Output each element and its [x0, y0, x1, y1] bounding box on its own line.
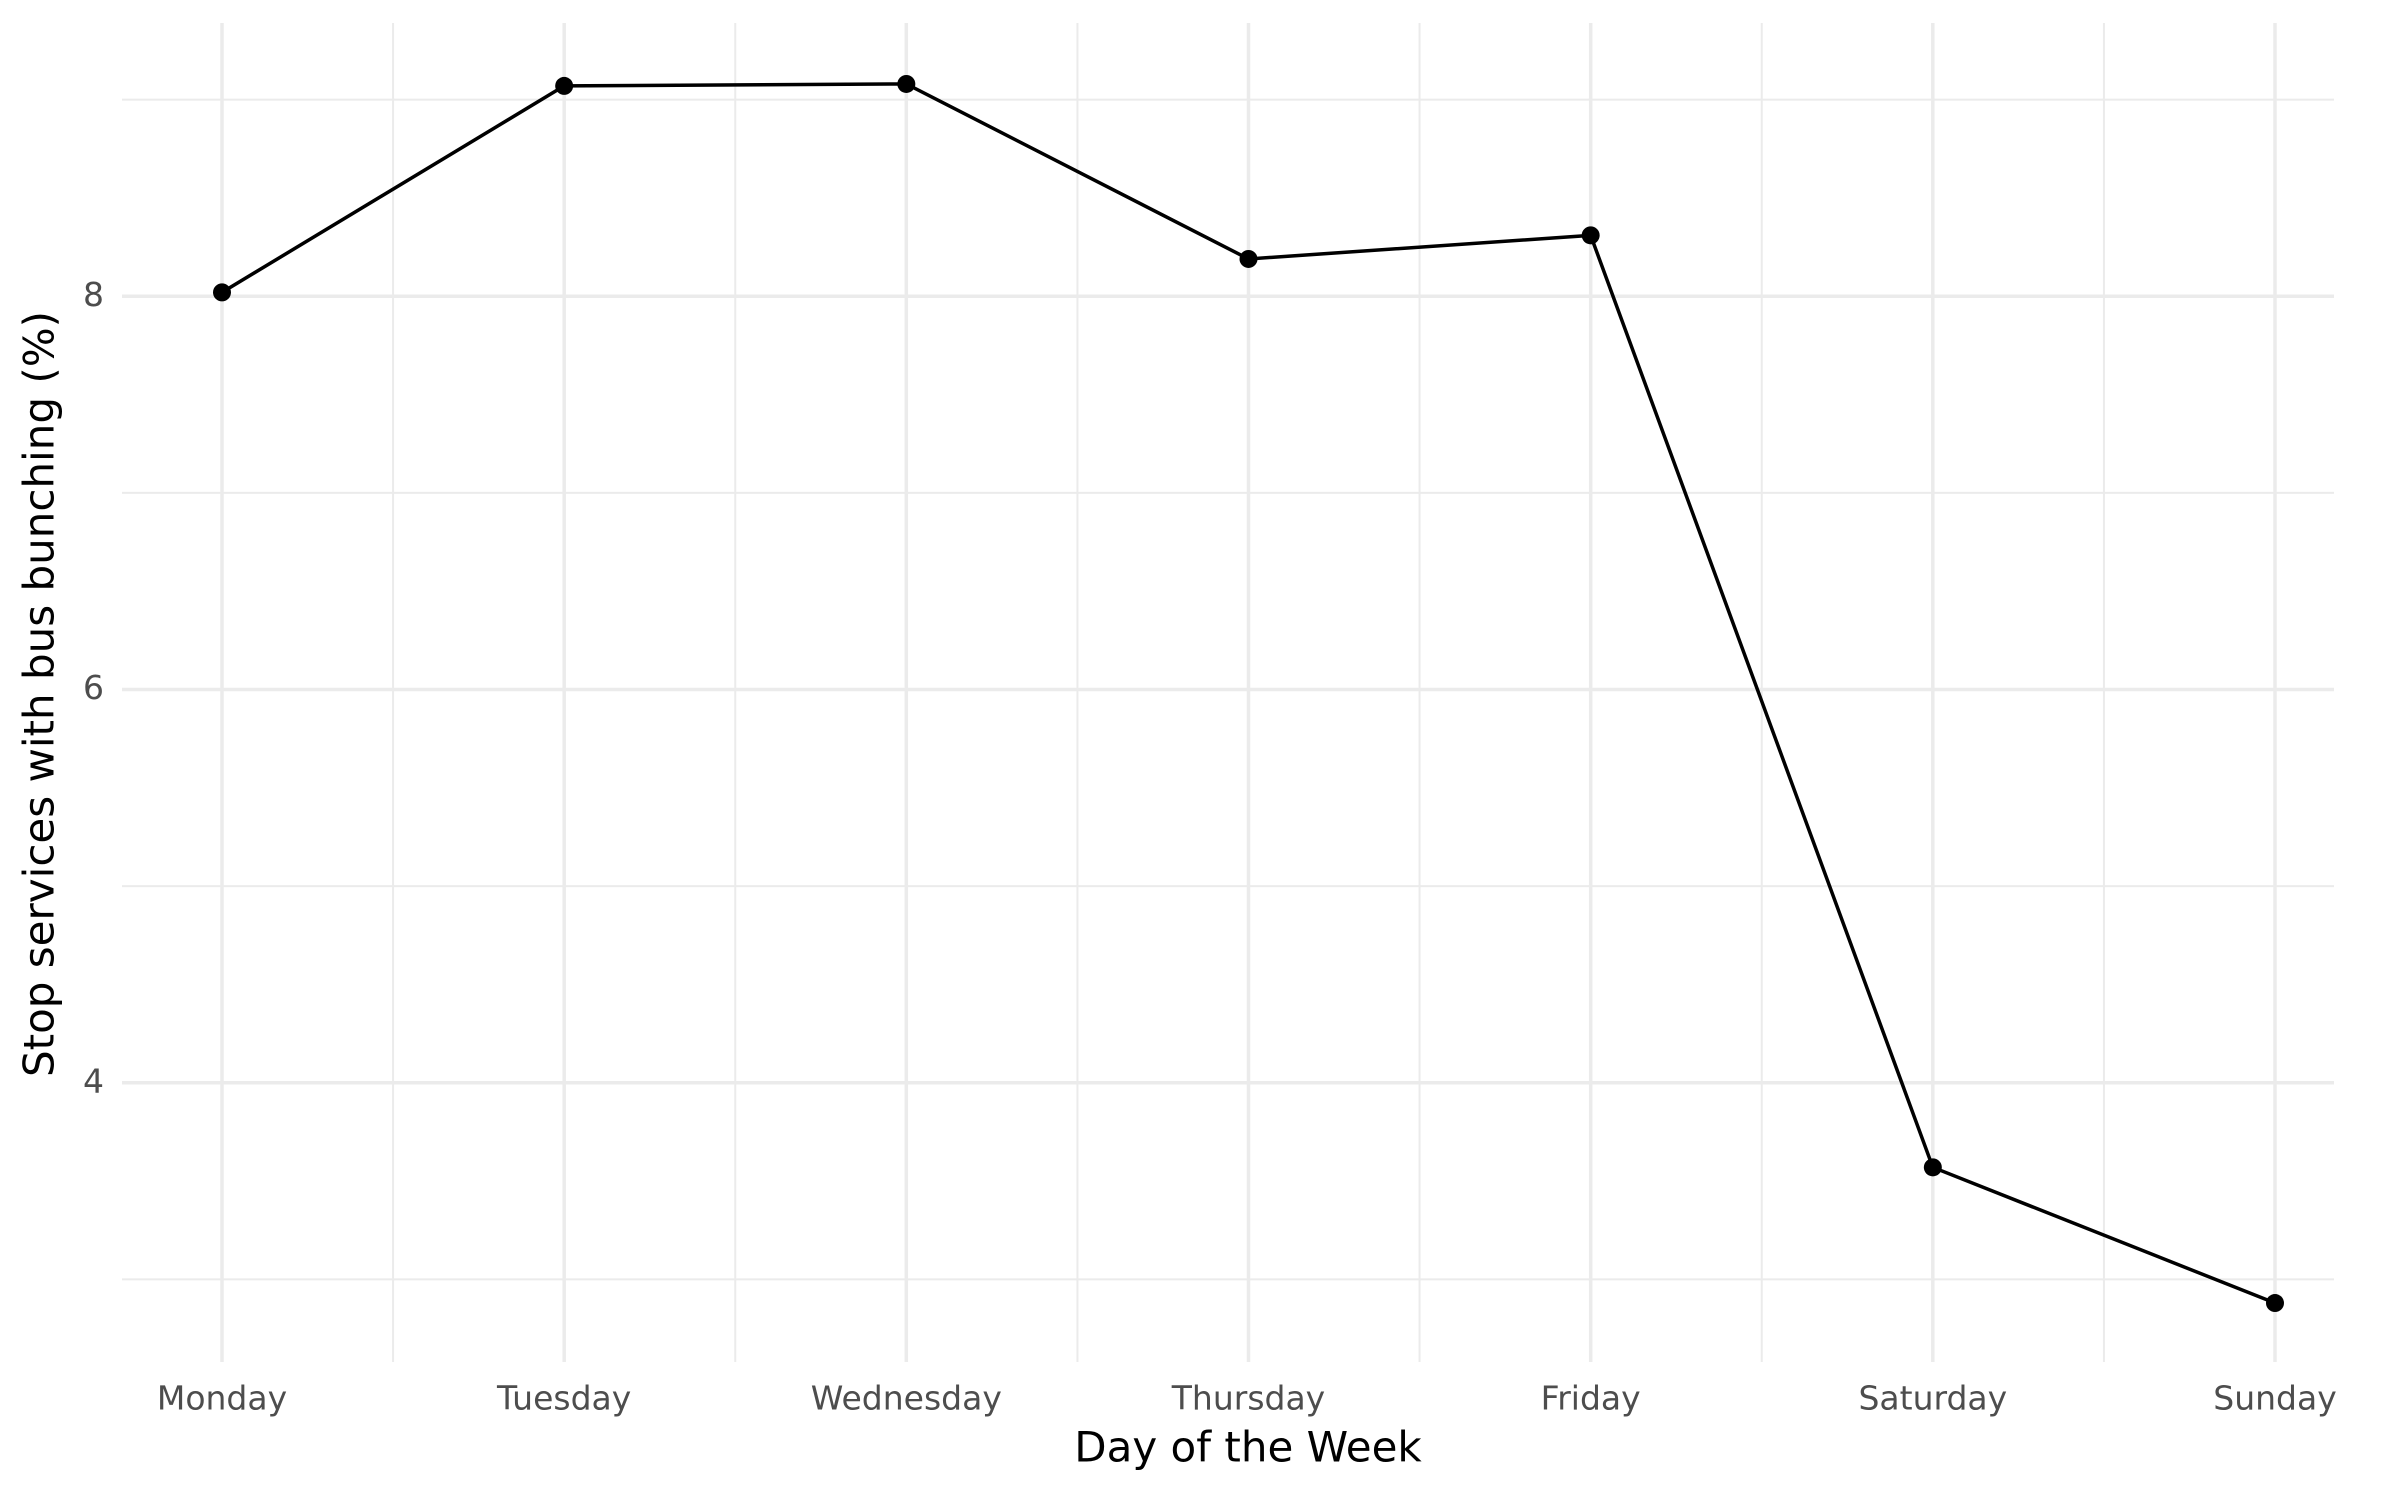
x-tick-label: Wednesday — [811, 1379, 1002, 1418]
x-tick-label: Tuesday — [496, 1379, 631, 1418]
data-point — [1239, 249, 1258, 268]
y-tick-label: 8 — [83, 275, 104, 314]
data-point — [1581, 226, 1600, 245]
data-point — [555, 76, 574, 95]
y-axis-title: Stop services with bus bunching (%) — [15, 311, 64, 1077]
x-tick-label: Friday — [1541, 1379, 1641, 1418]
data-point — [2266, 1294, 2284, 1313]
x-tick-label: Saturday — [1858, 1379, 2007, 1418]
x-axis-title: Day of the Week — [1074, 1423, 1422, 1472]
x-tick-label: Sunday — [2213, 1379, 2336, 1418]
data-point — [897, 74, 916, 93]
data-point — [213, 283, 231, 302]
y-tick-label: 4 — [83, 1061, 104, 1100]
x-tick-label: Thursday — [1171, 1379, 1325, 1418]
x-tick-label: Monday — [157, 1379, 287, 1418]
y-tick-label: 6 — [83, 668, 104, 707]
data-point — [1923, 1158, 1942, 1177]
